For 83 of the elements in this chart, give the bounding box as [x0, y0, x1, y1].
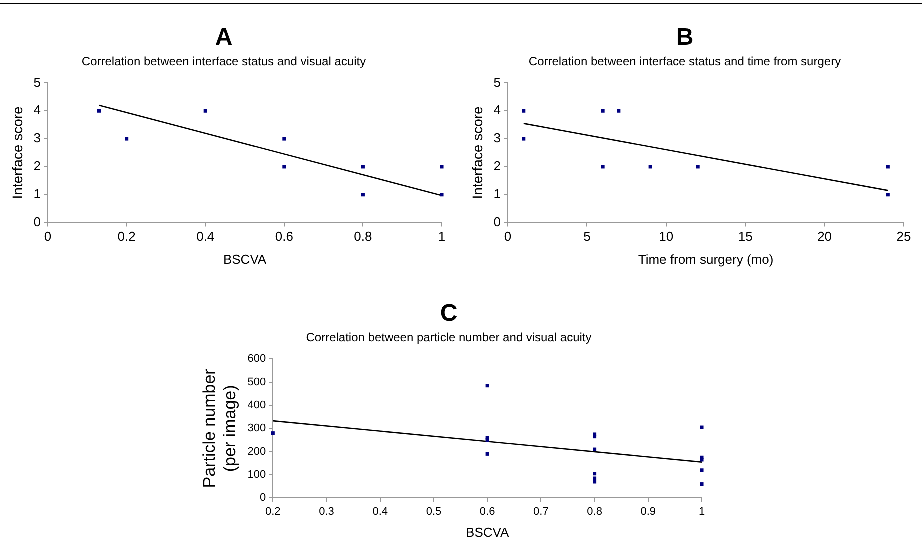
x-tick-label: 0: [504, 229, 512, 244]
y-tick-label: 1: [34, 186, 42, 202]
x-tick-label: 0.5: [426, 506, 442, 518]
point: [700, 482, 704, 486]
chart-subtitle: Correlation between particle number and visual acuity: [306, 330, 592, 344]
y-axis-title: Interface score: [469, 106, 486, 200]
y-tick-label: 2: [34, 158, 42, 174]
y-tick-label: 4: [494, 102, 502, 118]
point: [700, 458, 704, 462]
x-tick-label: 0.2: [266, 506, 281, 518]
point: [440, 193, 444, 197]
y-tick-label: 0: [260, 492, 266, 504]
point: [886, 193, 890, 197]
x-tick-label: 0.4: [196, 229, 215, 244]
y-tick-label: 300: [248, 422, 266, 435]
point: [282, 137, 286, 141]
point: [593, 476, 597, 480]
y-tick-label: 0: [494, 214, 502, 230]
point: [593, 448, 597, 452]
y-tick-label: 5: [34, 74, 42, 90]
point: [700, 468, 704, 472]
point: [271, 432, 275, 436]
x-tick-label: 0.6: [275, 229, 294, 244]
x-tick-label: 0.9: [640, 506, 656, 518]
chart-title: B: [676, 24, 694, 52]
point: [617, 109, 621, 113]
point: [601, 109, 605, 113]
point: [486, 452, 490, 456]
x-tick-label: 20: [818, 229, 832, 244]
chart-subtitle: Correlation between interface status and visual acuity: [82, 54, 366, 68]
y-tick-label: 2: [494, 158, 502, 174]
y-tick-label: 0: [34, 214, 42, 230]
point: [648, 165, 652, 169]
point: [593, 435, 597, 439]
x-tick-label: 5: [584, 229, 591, 244]
x-tick-label: 0.7: [534, 506, 549, 518]
x-tick-label: 25: [896, 229, 912, 244]
chart-title: A: [215, 24, 233, 52]
x-axis-title: Time from surgery (mo): [638, 252, 774, 267]
y-tick-label: 400: [248, 400, 266, 412]
point: [486, 384, 490, 388]
point: [601, 165, 605, 169]
point: [486, 438, 490, 442]
x-tick-label: 0.6: [480, 506, 496, 518]
x-tick-label: 15: [738, 229, 753, 244]
x-tick-label: 0.3: [319, 506, 334, 518]
x-tick-label: 0.8: [587, 506, 602, 518]
point: [361, 193, 365, 197]
point: [696, 165, 700, 169]
x-tick-label: 0: [44, 229, 52, 244]
chart-subtitle: Correlation between interface status and time from surgery: [528, 54, 842, 68]
point: [97, 109, 102, 113]
point: [522, 137, 526, 141]
x-tick-label: 0.4: [372, 506, 388, 518]
y-tick-label: 3: [494, 130, 502, 146]
y-tick-label: 500: [248, 376, 266, 388]
x-tick-label: 0.2: [118, 229, 136, 244]
point: [700, 426, 704, 430]
point: [886, 165, 890, 169]
y-tick-label: 3: [34, 130, 42, 146]
x-tick-label: 1: [438, 229, 446, 244]
y-tick-label: 200: [248, 446, 266, 458]
y-tick-label: 4: [34, 102, 42, 118]
point: [204, 109, 208, 113]
y-axis-title: Interface score: [9, 106, 26, 200]
point: [593, 480, 597, 484]
point: [593, 472, 597, 476]
y-tick-label: 100: [248, 469, 266, 482]
point: [522, 109, 526, 113]
point: [440, 165, 444, 169]
x-tick-label: 0.8: [354, 229, 372, 244]
x-axis-title: BSCVA: [466, 524, 510, 540]
x-tick-label: 1: [698, 506, 706, 518]
point: [361, 165, 365, 169]
y-axis-title: Particle number (per image): [200, 368, 240, 488]
point: [282, 165, 286, 169]
x-axis-title: BSCVA: [223, 252, 267, 267]
chart-title: C: [440, 300, 458, 328]
point: [125, 137, 129, 141]
y-tick-label: 1: [494, 186, 502, 202]
x-tick-label: 10: [659, 229, 674, 244]
y-tick-label: 5: [494, 74, 502, 90]
y-tick-label: 600: [248, 353, 266, 366]
